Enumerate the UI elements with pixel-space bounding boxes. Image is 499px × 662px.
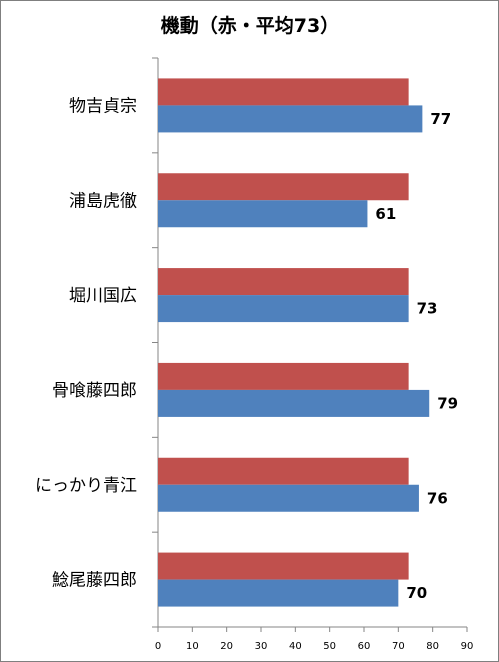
data-labels: 77 61 73 79 76 70	[375, 110, 458, 602]
data-label: 61	[375, 205, 396, 223]
data-label: 79	[437, 394, 458, 412]
category-label: 物吉貞宗	[69, 96, 137, 116]
value-tick-label: 10	[186, 641, 199, 652]
data-label: 77	[430, 110, 451, 128]
bar-series-1	[158, 552, 409, 580]
bar-series-1	[158, 268, 409, 296]
bar-series-2	[158, 389, 430, 417]
value-tick-label: 40	[289, 641, 302, 652]
value-axis: 0 10 20 30 40 50 60 70 80 90	[155, 626, 474, 652]
chart-title: 機動（赤・平均73）	[161, 14, 339, 37]
bar-series-2	[158, 484, 419, 512]
bar-series-1	[158, 78, 409, 106]
bar-series-1	[158, 173, 409, 201]
value-tick-label: 80	[426, 641, 439, 652]
category-label: にっかり青江	[35, 476, 137, 496]
bar-series-2	[158, 295, 409, 323]
category-label: 鯰尾藤四郎	[52, 571, 137, 591]
bar-series-2	[158, 105, 423, 133]
data-label: 76	[427, 489, 448, 507]
data-label: 73	[417, 300, 438, 318]
bar-series-2	[158, 200, 368, 228]
category-label: 浦島虎徹	[69, 191, 137, 211]
value-tick-label: 20	[220, 641, 233, 652]
value-tick-label: 0	[155, 641, 161, 652]
value-tick-label: 70	[392, 641, 405, 652]
bar-series-2	[158, 579, 399, 607]
bars	[158, 78, 430, 607]
value-tick-label: 50	[323, 641, 336, 652]
value-tick-label: 30	[255, 641, 268, 652]
bar-series-1	[158, 362, 409, 390]
category-label: 骨喰藤四郎	[52, 381, 137, 401]
bar-series-1	[158, 457, 409, 485]
category-label: 堀川国広	[69, 286, 137, 306]
value-tick-label: 60	[358, 641, 371, 652]
data-label: 70	[406, 584, 427, 602]
value-tick-label: 90	[461, 641, 474, 652]
